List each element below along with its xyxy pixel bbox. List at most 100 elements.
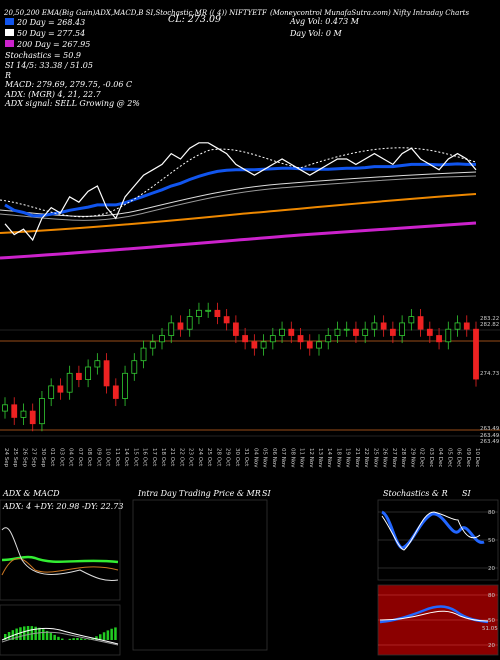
price-level-label-6: 263.49 (480, 439, 500, 445)
candle-body (20, 410, 27, 418)
date-tick-label: 26 Sep (22, 448, 28, 468)
macd-histogram-bar (30, 626, 34, 640)
candle-body (131, 360, 138, 374)
candle-body (362, 328, 369, 336)
candle-body (343, 328, 350, 331)
date-tick-label: 13 Nov (317, 448, 323, 468)
macd-histogram-bar (76, 638, 79, 640)
stochastics-panel-si: SI (462, 489, 471, 498)
macd-histogram-bar (91, 638, 94, 640)
close-price-line (4, 142, 477, 242)
macd-signal-line (1, 631, 119, 646)
stoch-white-line (381, 511, 481, 551)
macd-histogram-bar (99, 634, 102, 640)
adx-value: ADX: (MGR) 4, 21, 22.7 (4, 90, 102, 99)
candle-body (205, 309, 212, 312)
candle-body (371, 322, 378, 330)
date-tick-label: 05 Nov (262, 448, 268, 468)
macd-histogram-bar (4, 634, 7, 640)
intraday-panel-si: SI (262, 489, 271, 498)
date-tick-label: 01 Oct (49, 448, 55, 467)
date-tick-label: 24 Sep (3, 448, 9, 468)
intraday-panel: Intra Day Trading Price & MR SI (132, 489, 271, 651)
date-tick-label: 18 Nov (336, 448, 342, 468)
date-tick-label: 08 Oct (86, 448, 92, 467)
date-tick-label: 09 Oct (95, 448, 101, 467)
macd-histogram-bar (38, 627, 41, 640)
date-tick-label: 21 Oct (169, 448, 175, 467)
date-tick-label: 14 Oct (123, 448, 129, 467)
date-tick-label: 07 Oct (77, 448, 83, 467)
macd-histogram-bar (53, 634, 56, 640)
close-price-label: CL: 273.09 (168, 14, 221, 25)
ema-50-orange-line (0, 193, 477, 234)
candle-body (445, 328, 452, 343)
legend-20-day: 20 Day = 268.43 (16, 18, 85, 27)
stochastics-panel-title: Stochastics & R (383, 489, 448, 498)
candle-body (389, 328, 396, 336)
si-white-line (379, 610, 489, 622)
date-tick-label: 25 Oct (206, 448, 212, 467)
header-top-line: 20,50,200 EMA(Big Gain)ADX,MACD,B SI,Sto… (3, 9, 268, 17)
candle-body (66, 372, 73, 393)
date-axis: 24 Sep 25 Sep 26 Sep 27 Sep 30 Sep 01 Oct 03 O… (3, 448, 480, 468)
si-value: SI 14/5: 33.38 / 51.05 (5, 61, 93, 70)
date-tick-label: 10 Dec (474, 448, 480, 467)
avg-volume: Avg Vol: 0.473 M (289, 17, 360, 26)
date-tick-label: 26 Nov (382, 448, 388, 468)
date-tick-label: 17 Oct (151, 448, 157, 467)
si-current-value: 51.05 (482, 626, 498, 632)
date-tick-label: 19 Nov (345, 448, 351, 468)
candle-body (39, 398, 45, 425)
candle-body (103, 360, 110, 387)
adx-plus-line (1, 555, 119, 564)
legend-swatch-200 (5, 40, 14, 47)
candle-body (399, 322, 406, 336)
dotted-trend-line (0, 147, 477, 218)
candle-body (85, 366, 92, 381)
date-tick-label: 30 Oct (234, 448, 240, 467)
macd-histogram-bar (102, 632, 106, 640)
candle-body (196, 309, 202, 317)
date-tick-label: 12 Nov (308, 448, 314, 468)
price-level-label-3: 274.73 (480, 371, 500, 377)
adx-panel-title: ADX & MACD (2, 489, 60, 498)
candle-body (297, 335, 304, 343)
price-level-label-4: 263.49 (480, 426, 500, 432)
candle-body (306, 341, 313, 349)
candle-body (436, 335, 442, 343)
macd-line (1, 627, 119, 645)
stoch-level-80: 80 (488, 510, 495, 516)
candle-body (463, 322, 470, 330)
candle-body (454, 322, 461, 330)
price-level-label-5: 263.49 (480, 433, 500, 439)
macd-histogram-bar (114, 627, 117, 640)
stochastics-value: Stochastics = 50.9 (5, 51, 81, 60)
date-tick-label: 04 Dec (437, 448, 443, 467)
date-tick-label: 03 Dec (428, 448, 434, 467)
candle-body (334, 328, 341, 336)
date-tick-label: 18 Oct (160, 448, 166, 467)
candle-body (353, 328, 359, 336)
stoch-level-20: 20 (488, 566, 495, 572)
candle-body (2, 404, 8, 412)
r-value: R (4, 71, 11, 80)
date-tick-label: 22 Oct (179, 448, 185, 467)
candle-body (140, 347, 147, 362)
date-tick-label: 28 Nov (400, 448, 406, 468)
date-tick-label: 29 Oct (225, 448, 231, 467)
macd-histogram-bar (61, 638, 64, 640)
intraday-panel-frame (132, 499, 268, 651)
ema-white-line-2 (0, 175, 477, 221)
legend: 20 Day = 268.43 50 Day = 277.54 200 Day … (5, 18, 90, 49)
si-level-80: 80 (488, 593, 495, 599)
ema-200-line (0, 221, 477, 260)
date-tick-label: 04 Oct (68, 448, 74, 467)
date-tick-label: 10 Oct (105, 448, 111, 467)
date-tick-label: 30 Sep (40, 448, 46, 468)
candle-body (473, 328, 479, 380)
legend-50-day: 50 Day = 277.54 (17, 29, 85, 38)
candle-body (122, 372, 128, 399)
candle-body (48, 385, 55, 399)
candle-body (269, 335, 276, 343)
